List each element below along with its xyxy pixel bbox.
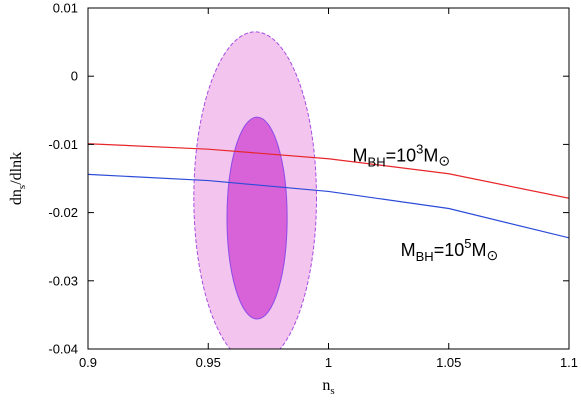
annotation-mbh-1e3: MBH=103M⊙	[353, 141, 451, 169]
x-tick-label: 1	[325, 355, 332, 370]
y-tick-label: -0.02	[48, 205, 78, 220]
labels-layer: ns dns/dlnk MBH=103M⊙ MBH=105M⊙	[8, 141, 498, 397]
series-line-mbh-1e3	[88, 143, 569, 199]
y-tick-label: 0.01	[53, 1, 78, 16]
contour-68pct	[226, 116, 288, 320]
y-tick-label: -0.01	[48, 137, 78, 152]
x-tick-label: 0.9	[79, 355, 97, 370]
y-tick-label: -0.04	[48, 342, 78, 357]
annotation-mbh-1e5: MBH=105M⊙	[401, 236, 499, 264]
x-tick-label: 1.1	[560, 355, 578, 370]
series-line-mbh-1e5	[88, 173, 569, 239]
y-axis-label: dns/dlnk	[8, 152, 28, 205]
axes-layer: 0.9 0.95 1 1.05 1.1 -0.04 -0.03 -0.02 -0.01 0 0.01	[48, 1, 578, 371]
y-tick-label: -0.03	[48, 273, 78, 288]
x-tick-label: 0.95	[196, 355, 221, 370]
y-tick-label: 0	[71, 69, 78, 84]
series-layer	[88, 143, 569, 239]
contours-layer	[193, 31, 317, 349]
x-axis-label: ns	[322, 377, 334, 397]
x-tick-label: 1.05	[436, 355, 461, 370]
